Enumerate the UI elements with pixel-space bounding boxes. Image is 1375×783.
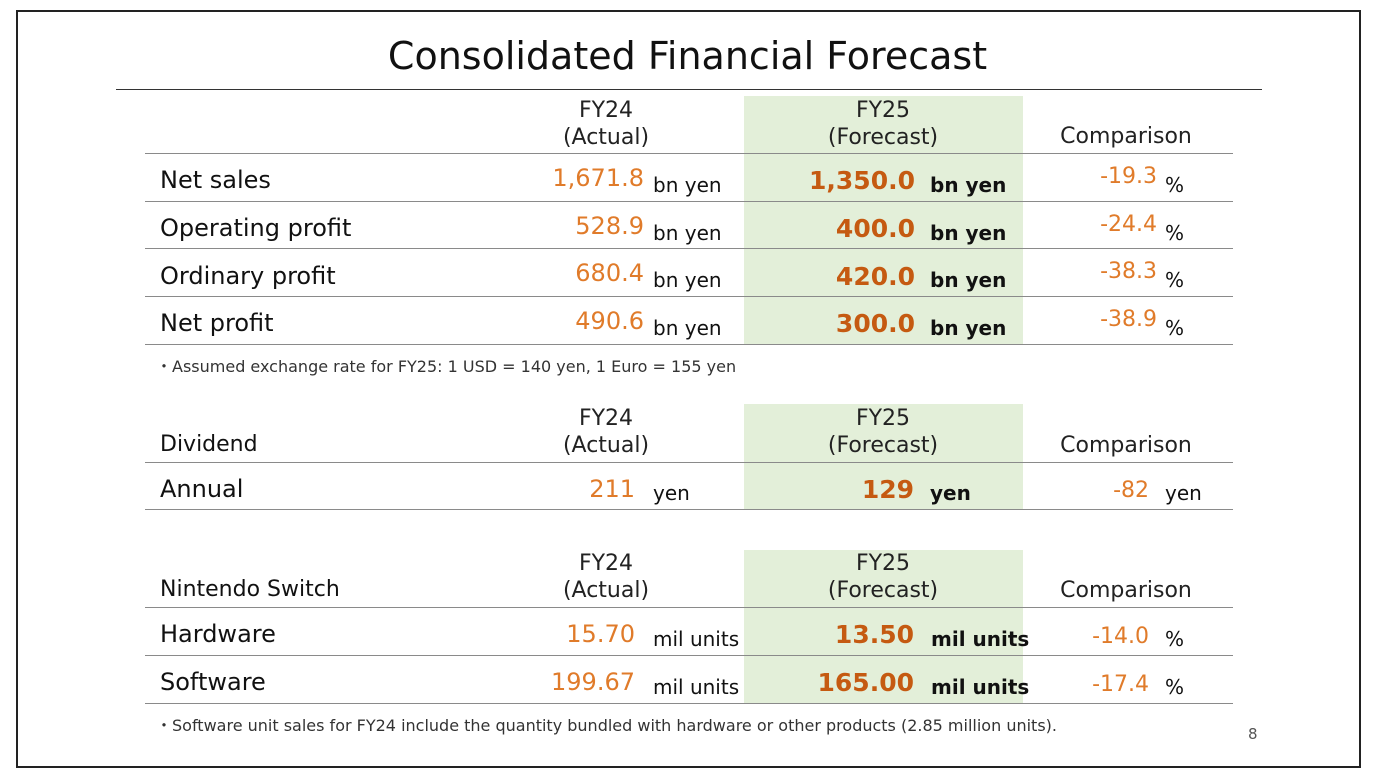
actual-unit: bn yen xyxy=(653,268,722,292)
forecast-value: 165.00 xyxy=(818,668,914,697)
actual-value: 528.9 xyxy=(575,212,644,240)
table-rule xyxy=(145,607,1233,608)
forecast-value: 400.0 xyxy=(836,214,915,243)
actual-unit: mil units xyxy=(653,627,739,651)
header-fy25-forecast: FY25 (Forecast) xyxy=(803,405,963,459)
forecast-unit: bn yen xyxy=(930,268,1006,292)
comparison-unit: % xyxy=(1165,316,1184,340)
table-rule xyxy=(145,201,1233,202)
table-rule xyxy=(145,462,1233,463)
actual-unit: bn yen xyxy=(653,173,722,197)
comparison-unit: % xyxy=(1165,627,1184,651)
title-divider xyxy=(116,89,1262,90)
section-label-dividend: Dividend xyxy=(160,432,258,457)
header-comparison: Comparison xyxy=(1046,432,1206,459)
header-comparison: Comparison xyxy=(1046,123,1206,150)
table-rule xyxy=(145,153,1233,154)
exchange-rate-note: ・Assumed exchange rate for FY25: 1 USD =… xyxy=(156,353,736,377)
row-label: Software xyxy=(160,668,266,696)
forecast-unit: mil units xyxy=(931,675,1029,699)
forecast-unit: bn yen xyxy=(930,316,1006,340)
row-label: Net profit xyxy=(160,309,274,337)
page-number: 8 xyxy=(1248,725,1258,743)
comparison-value: -19.3 xyxy=(1100,164,1157,189)
actual-value: 1,671.8 xyxy=(552,164,644,192)
forecast-unit: yen xyxy=(930,481,971,505)
actual-unit: bn yen xyxy=(653,316,722,340)
table-rule xyxy=(145,509,1233,510)
forecast-value: 1,350.0 xyxy=(809,166,915,195)
row-label: Net sales xyxy=(160,166,271,194)
table-rule xyxy=(145,344,1233,345)
comparison-value: -38.3 xyxy=(1100,259,1157,284)
forecast-unit: mil units xyxy=(931,627,1029,651)
comparison-unit: % xyxy=(1165,268,1184,292)
comparison-value: -17.4 xyxy=(1092,672,1149,697)
row-label: Annual xyxy=(160,475,243,503)
forecast-unit: bn yen xyxy=(930,221,1006,245)
actual-unit: yen xyxy=(653,481,690,505)
actual-value: 680.4 xyxy=(575,259,644,287)
forecast-value: 13.50 xyxy=(835,620,914,649)
table-rule xyxy=(145,703,1233,704)
header-fy24-actual: FY24 (Actual) xyxy=(556,97,656,151)
forecast-value: 420.0 xyxy=(836,262,915,291)
row-label: Hardware xyxy=(160,620,276,648)
comparison-value: -38.9 xyxy=(1100,307,1157,332)
slide-title: Consolidated Financial Forecast xyxy=(0,34,1375,78)
table-rule xyxy=(145,655,1233,656)
section-label-switch: Nintendo Switch xyxy=(160,577,340,602)
forecast-value: 300.0 xyxy=(836,309,915,338)
software-units-note: ・Software unit sales for FY24 include th… xyxy=(156,712,1057,736)
actual-value: 15.70 xyxy=(566,620,635,648)
actual-unit: mil units xyxy=(653,675,739,699)
row-label: Ordinary profit xyxy=(160,262,336,290)
header-fy24-actual: FY24 (Actual) xyxy=(556,550,656,604)
actual-value: 211 xyxy=(589,475,635,503)
actual-value: 490.6 xyxy=(575,307,644,335)
comparison-value: -24.4 xyxy=(1100,212,1157,237)
header-fy25-forecast: FY25 (Forecast) xyxy=(803,550,963,604)
comparison-value: -14.0 xyxy=(1092,624,1149,649)
actual-unit: bn yen xyxy=(653,221,722,245)
table-rule xyxy=(145,296,1233,297)
comparison-unit: % xyxy=(1165,221,1184,245)
comparison-unit: yen xyxy=(1165,481,1202,505)
header-comparison: Comparison xyxy=(1046,577,1206,604)
row-label: Operating profit xyxy=(160,214,351,242)
table-rule xyxy=(145,248,1233,249)
comparison-value: -82 xyxy=(1113,478,1149,503)
forecast-unit: bn yen xyxy=(930,173,1006,197)
header-fy25-forecast: FY25 (Forecast) xyxy=(803,97,963,151)
comparison-unit: % xyxy=(1165,173,1184,197)
comparison-unit: % xyxy=(1165,675,1184,699)
header-fy24-actual: FY24 (Actual) xyxy=(556,405,656,459)
forecast-value: 129 xyxy=(862,475,914,504)
actual-value: 199.67 xyxy=(551,668,635,696)
